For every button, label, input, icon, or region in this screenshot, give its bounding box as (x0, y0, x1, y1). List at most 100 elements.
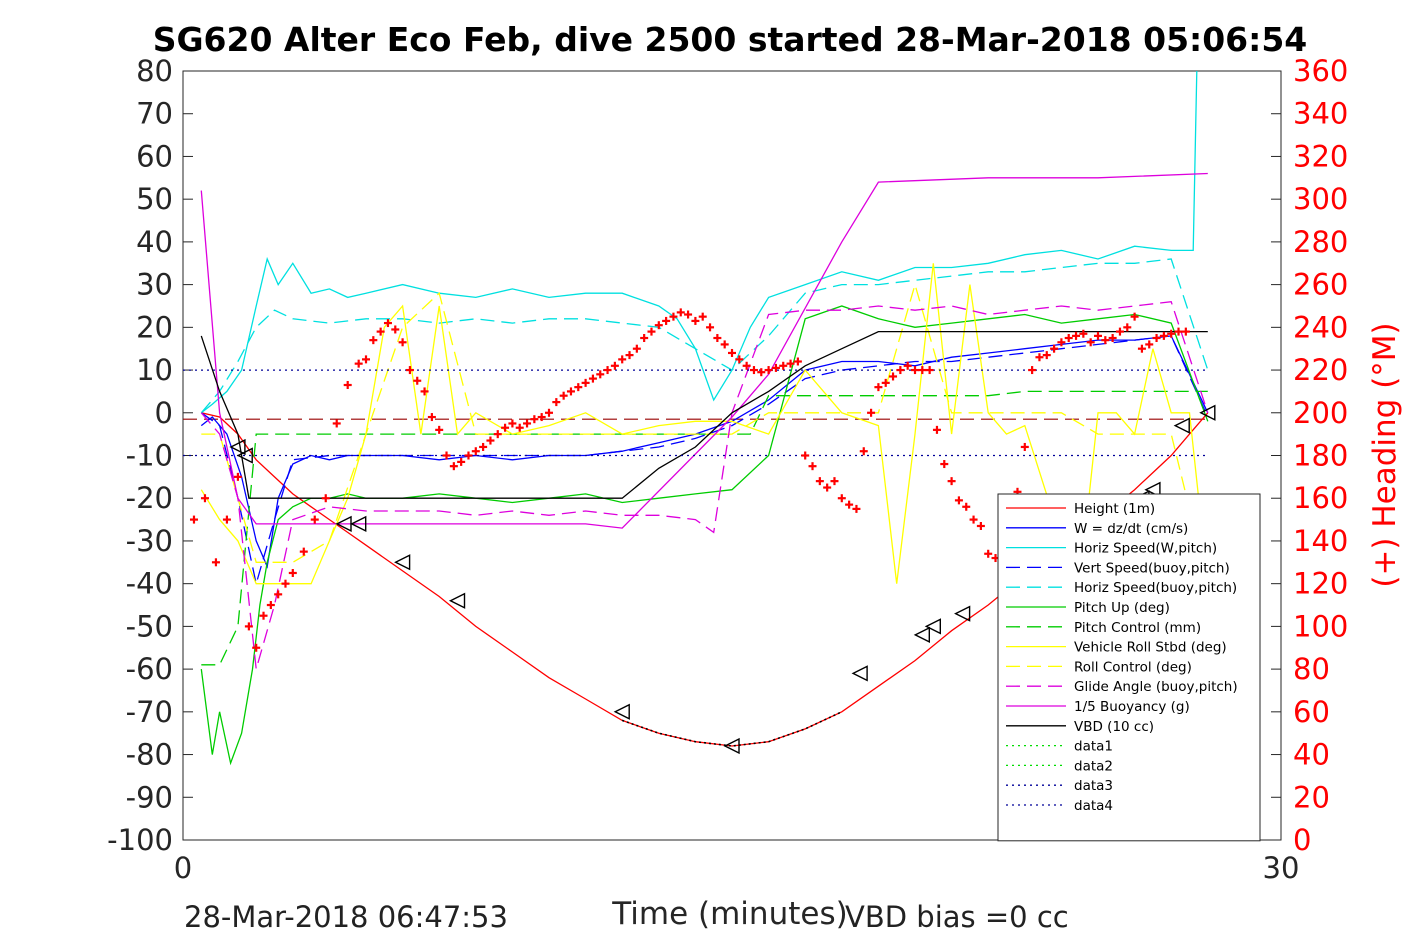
heading-point (815, 477, 824, 486)
legend-label: data3 (1074, 778, 1113, 794)
axes: 80706050403020100-10-20-30-40-50-60-70-8… (107, 54, 1348, 885)
triangle-marker (229, 438, 246, 456)
heading-point (698, 312, 707, 321)
heading-point (1057, 338, 1066, 347)
heading-point (757, 368, 766, 377)
heading-point (881, 378, 890, 387)
heading-point (1159, 331, 1168, 340)
right-tick-label: 280 (1293, 225, 1348, 259)
triangle-marker (1144, 481, 1161, 498)
heading-point (808, 462, 817, 471)
heading-point (1042, 351, 1051, 360)
right-axis-label: (+) Heading (°M) (1367, 322, 1403, 587)
series-line (200, 300, 1209, 670)
series-line (200, 330, 1208, 499)
right-tick-label: 40 (1293, 738, 1330, 772)
heading-point (918, 366, 927, 375)
heading-point (457, 457, 466, 466)
heading-point (1123, 323, 1132, 332)
legend-label: data1 (1074, 739, 1113, 755)
series-line (200, 335, 1209, 584)
legend-label: Roll Control (deg) (1074, 659, 1192, 675)
heading-point (596, 370, 605, 379)
heading-point (552, 398, 561, 407)
heading-point (771, 363, 780, 372)
heading-point (515, 423, 524, 432)
series-line (201, 282, 1209, 584)
right-tick-label: 100 (1293, 609, 1348, 643)
right-tick-label: 80 (1293, 652, 1330, 686)
triangle-marker (350, 515, 367, 533)
triangle-marker (851, 665, 868, 682)
heading-point (603, 366, 612, 375)
right-tick-label: 140 (1293, 524, 1348, 558)
heading-point (244, 622, 253, 631)
heading-point (669, 312, 678, 321)
left-tick-label: 10 (136, 353, 173, 387)
heading-point (508, 419, 517, 428)
heading-point (728, 348, 736, 357)
heading-point (735, 355, 744, 364)
triangle-marker (723, 737, 740, 755)
heading-point (566, 387, 575, 396)
heading-point (1079, 329, 1088, 338)
heading-point (1086, 338, 1095, 347)
left-tick-label: -100 (107, 823, 173, 857)
heading-point (1108, 334, 1117, 343)
heading-point (435, 425, 444, 434)
heading-point (786, 359, 795, 368)
heading-point (676, 308, 685, 317)
right-tick-label: 320 (1293, 139, 1348, 173)
heading-point (1167, 329, 1176, 338)
heading-point (1130, 312, 1139, 321)
series-line (200, 172, 1208, 529)
triangle-marker (1199, 404, 1216, 421)
heading-point (742, 361, 751, 370)
heading-point (222, 515, 231, 524)
heading-point (874, 383, 883, 392)
heading-point (932, 425, 941, 434)
heading-point (801, 451, 810, 460)
legend-label: data2 (1074, 758, 1113, 774)
legend-label: Vehicle Roll Stbd (deg) (1074, 640, 1227, 656)
heading-point (896, 366, 905, 375)
heading-point (1072, 331, 1081, 340)
left-tick-label: -40 (126, 567, 173, 601)
heading-point (940, 460, 949, 469)
heading-point (859, 447, 868, 456)
legend-label: 1/5 Buoyancy (g) (1074, 699, 1190, 715)
heading-point (200, 494, 209, 503)
heading-point (413, 376, 422, 385)
heading-point (486, 436, 495, 445)
heading-point (299, 547, 308, 556)
x-axis-label: Time (minutes) (611, 896, 847, 932)
footer-vbd-bias: VBD bias =0 cc (845, 900, 1069, 934)
triangle-marker (954, 605, 971, 622)
heading-point (640, 334, 649, 343)
right-tick-label: 340 (1293, 97, 1348, 131)
heading-point (1145, 340, 1154, 349)
heading-point (779, 361, 788, 370)
right-tick-label: 240 (1293, 310, 1348, 344)
heading-point (464, 451, 473, 460)
heading-point (706, 323, 715, 332)
left-tick-label: -30 (126, 524, 173, 558)
left-tick-label: 60 (136, 139, 173, 173)
triangle-marker (1173, 417, 1190, 434)
heading-point (537, 413, 546, 422)
heading-point (369, 336, 378, 345)
left-tick-label: -50 (126, 609, 173, 643)
legend-label: Horiz Speed(buoy,pitch) (1074, 580, 1237, 596)
heading-point (581, 378, 590, 387)
heading-point (1064, 334, 1073, 343)
heading-point (559, 391, 568, 400)
legend-label: Glide Angle (buoy,pitch) (1074, 679, 1238, 695)
triangle-marker (924, 618, 941, 635)
heading-point (274, 590, 283, 599)
heading-point (376, 327, 385, 336)
heading-point (391, 325, 400, 334)
heading-point (233, 472, 242, 481)
heading-point (1137, 344, 1146, 353)
heading-point (332, 419, 341, 428)
left-tick-label: -20 (126, 481, 173, 515)
